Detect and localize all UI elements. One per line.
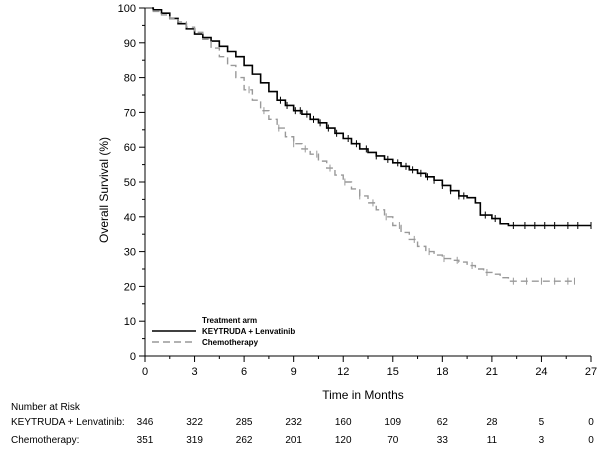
x-tick-label-0: 0 [142,366,148,378]
legend-title: Treatment arm [202,316,257,325]
y-tick-label-40: 40 [124,212,136,224]
risk-value-1-2: 262 [236,435,253,446]
risk-value-1-4: 120 [335,435,352,446]
y-tick-label-80: 80 [124,73,136,85]
y-axis-title: Overall Survival (%) [97,137,111,243]
y-tick-label-10: 10 [124,316,136,328]
y-tick-label-0: 0 [130,351,136,363]
risk-value-0-3: 232 [285,417,302,428]
risk-value-1-6: 33 [437,435,449,446]
y-tick-label-60: 60 [124,142,136,154]
risk-table: Number at Risk KEYTRUDA + Lenvatinib: 346 3… [11,402,594,446]
risk-value-1-3: 201 [285,435,302,446]
series-line-keytruda-lenvatinib [145,7,591,227]
x-tick-label-18: 18 [436,366,448,378]
y-tick-label-50: 50 [124,177,136,189]
risk-row-label-1: Chemotherapy: [11,435,79,446]
risk-value-0-1: 322 [186,417,203,428]
risk-row-label-0: KEYTRUDA + Lenvatinib: [11,417,125,428]
risk-value-0-0: 346 [137,417,154,428]
axes: 0 10 20 30 40 50 60 70 80 90 100 0 3 6 9 12 15 18 21 24 27 Ti… [97,3,597,402]
x-tick-label-12: 12 [337,366,349,378]
risk-value-0-4: 160 [335,417,352,428]
x-tick-label-9: 9 [291,366,297,378]
risk-value-1-7: 11 [487,435,498,446]
risk-value-1-0: 351 [137,435,154,446]
x-tick-label-6: 6 [241,366,247,378]
risk-value-0-9: 0 [588,417,594,428]
risk-value-1-8: 3 [539,435,545,446]
risk-value-0-7: 28 [486,417,498,428]
risk-value-0-8: 5 [539,417,545,428]
risk-value-1-5: 70 [387,435,399,446]
legend-label-keytruda-lenvatinib: KEYTRUDA + Lenvatinib [202,327,295,336]
x-tick-label-27: 27 [585,366,597,378]
x-tick-label-21: 21 [486,366,498,378]
risk-value-0-2: 285 [236,417,253,428]
plot-area [145,7,592,285]
x-axis-title: Time in Months [322,388,404,402]
risk-value-1-1: 319 [186,435,203,446]
x-tick-label-3: 3 [191,366,197,378]
risk-value-0-5: 109 [384,417,401,428]
risk-table-heading: Number at Risk [11,402,81,413]
y-tick-label-30: 30 [124,247,136,259]
y-tick-label-20: 20 [124,281,136,293]
y-tick-label-90: 90 [124,38,136,50]
x-tick-label-15: 15 [387,366,399,378]
legend-label-chemotherapy: Chemotherapy [202,338,259,347]
x-tick-label-24: 24 [535,366,547,378]
risk-value-1-9: 0 [588,435,594,446]
y-tick-label-70: 70 [124,107,136,119]
y-tick-label-100: 100 [118,3,136,15]
legend: Treatment arm KEYTRUDA + Lenvatinib Chemot… [152,316,295,347]
risk-value-0-6: 62 [437,417,449,428]
series-line-chemotherapy [145,7,575,282]
